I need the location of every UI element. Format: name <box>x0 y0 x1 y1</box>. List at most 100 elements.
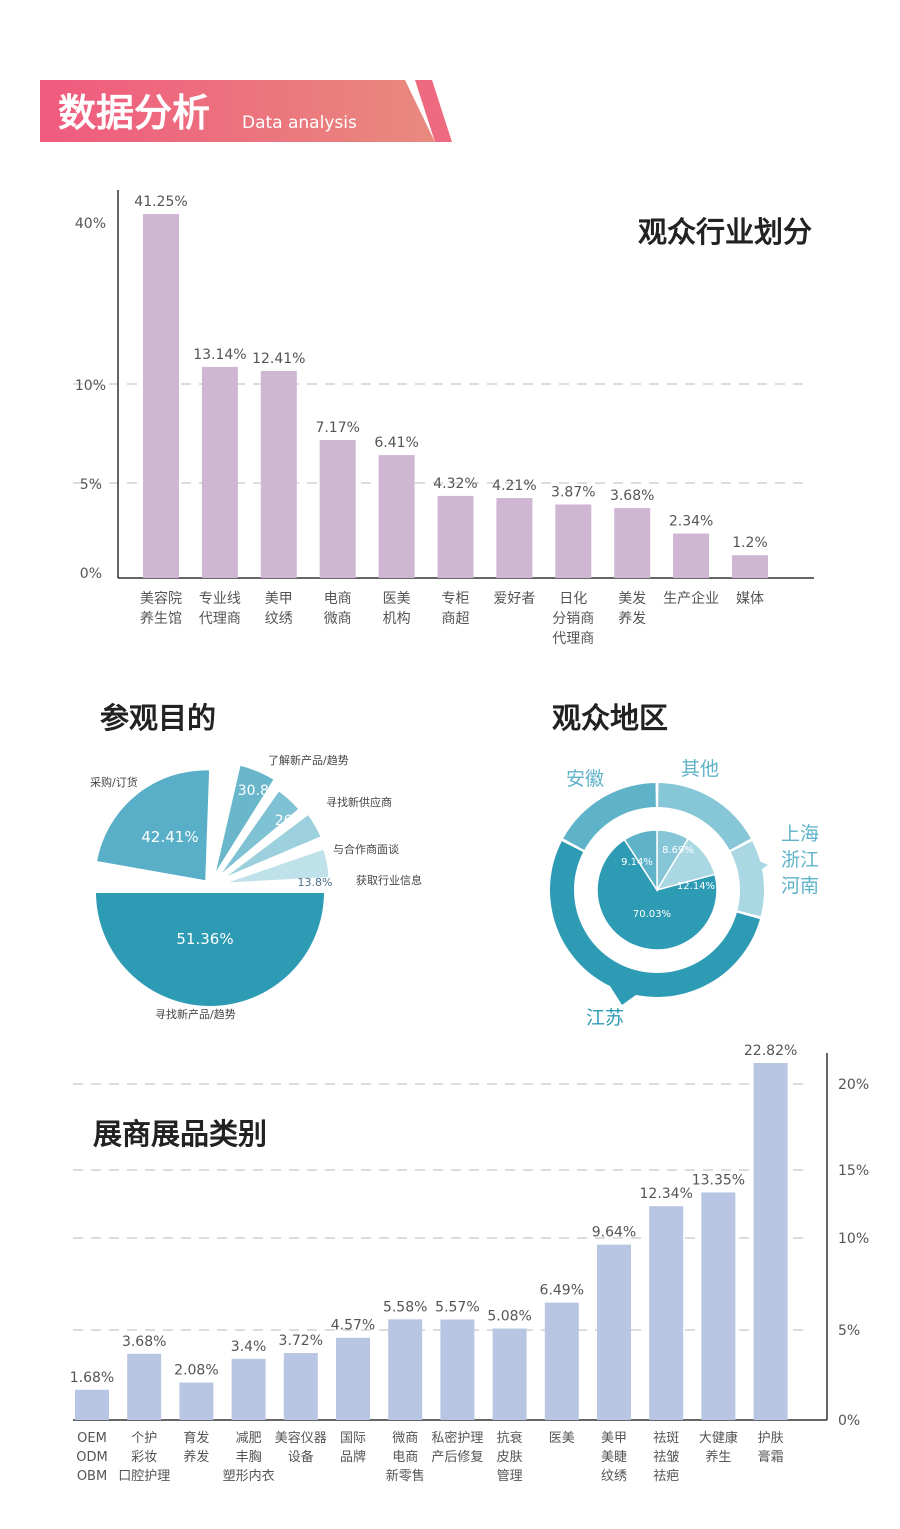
chart1-category-label: 爱好者 <box>493 591 535 607</box>
chart4-ytick: 5% <box>838 1323 860 1339</box>
region-pointer <box>610 986 640 1005</box>
region-outer-segment <box>563 783 656 851</box>
chart4-category-label: 减肥 <box>236 1431 262 1446</box>
chart4-category-label: 纹绣 <box>601 1469 627 1484</box>
chart4-category-label: 养生 <box>705 1449 731 1465</box>
chart4-category-label: OBM <box>77 1469 107 1484</box>
chart1-category-label: 医美 <box>383 591 411 607</box>
chart1-category-label: 养生馆 <box>140 611 182 627</box>
chart4-value-label: 2.08% <box>174 1363 218 1379</box>
chart1-value-label: 1.2% <box>732 535 768 551</box>
purpose-slice-value: 13.8% <box>298 876 333 889</box>
chart4-category-label: 祛斑 <box>653 1430 679 1446</box>
chart4-category-label: 皮肤 <box>497 1450 523 1465</box>
chart1-value-label: 4.32% <box>433 476 477 492</box>
region-slice-value: 12.14% <box>677 881 715 892</box>
purpose-slice <box>93 891 327 1008</box>
chart1-category-label: 电商 <box>324 591 352 607</box>
purpose-slice <box>212 763 277 878</box>
region-outer-segment <box>549 841 760 998</box>
purpose-slice <box>215 788 301 880</box>
chart4-category-label: 品牌 <box>340 1449 366 1465</box>
chart1-category-label: 机构 <box>383 611 411 627</box>
chart1-title: 观众行业划分 <box>638 215 812 249</box>
chart4-category-label: 口腔护理 <box>118 1469 170 1484</box>
chart1-category-label: 日化 <box>559 591 587 607</box>
chart1-value-label: 41.25% <box>134 194 187 210</box>
chart4-category-label: 美甲 <box>601 1431 627 1446</box>
chart1-ytick-0: 0% <box>80 566 102 582</box>
chart4-category-label: 医美 <box>549 1431 575 1446</box>
region-label-henan: 河南 <box>781 875 819 897</box>
chart4-bar <box>597 1244 631 1420</box>
purpose-slice-value: 51.36% <box>176 930 233 948</box>
chart1-category-label: 美发 <box>618 591 646 607</box>
chart4-title: 展商展品类别 <box>93 1117 267 1151</box>
chart1-category-label: 专柜 <box>442 591 470 607</box>
chart4-category-label: 塑形内衣 <box>223 1468 275 1484</box>
chart4-value-label: 13.35% <box>692 1172 745 1188</box>
chart1-value-label: 2.34% <box>669 514 713 530</box>
chart1-bar <box>201 366 238 578</box>
chart4-value-label: 22.82% <box>744 1043 797 1059</box>
chart1-ytick-5: 5% <box>80 477 102 493</box>
chart1-category-label: 纹绣 <box>265 611 293 627</box>
chart4-bar <box>544 1302 579 1420</box>
chart4-bar <box>440 1319 475 1420</box>
chart4-category-label: 膏霜 <box>758 1449 784 1465</box>
chart4-category-label: 美睫 <box>601 1450 627 1465</box>
chart4-bar <box>649 1206 684 1420</box>
purpose-slice <box>219 812 323 881</box>
purpose-slice-label: 采购/订货 <box>90 775 138 789</box>
chart1-bar <box>260 370 297 578</box>
chart4-value-label: 3.68% <box>122 1334 166 1350</box>
chart3-title: 观众地区 <box>552 701 668 735</box>
region-slice-value: 8.69% <box>662 845 694 856</box>
chart4-category-label: 丰胸 <box>236 1450 262 1465</box>
chart4-category-label: 养发 <box>183 1449 209 1465</box>
region-slice-value: 70.03% <box>633 909 671 920</box>
header-stripe <box>415 80 452 142</box>
chart1-category-label: 微商 <box>324 611 352 627</box>
chart4-category-label: 抗衰 <box>497 1430 523 1446</box>
chart4-category-label: 国际 <box>340 1431 366 1446</box>
chart1-category-label: 媒体 <box>736 591 764 607</box>
purpose-slice-label: 获取行业信息 <box>356 873 422 887</box>
chart4-bar <box>179 1382 214 1420</box>
chart1-value-label: 13.14% <box>193 347 246 363</box>
chart1-value-label: 3.68% <box>610 488 654 504</box>
chart4-bar <box>701 1192 736 1420</box>
chart1-bar <box>732 555 768 578</box>
region-label-zhejiang: 浙江 <box>781 849 819 871</box>
chart4-value-label: 6.49% <box>540 1283 584 1299</box>
chart4-value-label: 5.58% <box>383 1299 427 1315</box>
chart4-ytick: 0% <box>838 1413 860 1429</box>
chart4-bar <box>753 1063 788 1420</box>
chart4-category-label: 个护 <box>131 1431 157 1446</box>
chart1-category-label: 分销商 <box>552 611 594 627</box>
chart4-category-label: 产后修复 <box>431 1450 483 1465</box>
chart4-category-label: 护肤 <box>758 1431 784 1446</box>
chart4-value-label: 12.34% <box>640 1186 693 1202</box>
chart1-value-label: 12.41% <box>252 351 305 367</box>
chart4-category-label: 微商 <box>392 1431 418 1446</box>
region-label-jiangsu: 江苏 <box>586 1007 624 1029</box>
chart1-bar <box>614 508 651 578</box>
exhibitor-category-chart: 展商展品类别 0% 5% 10% 15% 20% 1.68% OEM ODM OBM 3.68%… <box>70 1043 869 1484</box>
chart1-category-label: 代理商 <box>552 631 594 647</box>
chart1-value-label: 7.17% <box>315 420 359 436</box>
chart4-category-label: 管理 <box>497 1469 523 1484</box>
chart4-bar <box>127 1353 162 1420</box>
chart1-bar <box>496 498 533 578</box>
chart4-bar <box>75 1389 109 1420</box>
chart4-bar <box>388 1319 423 1420</box>
region-outer-segment <box>658 783 751 851</box>
chart1-ytick-40: 40% <box>75 216 106 232</box>
audience-region-chart: 观众地区 70.03%12.14%8.69%9.14% 安徽 其他 上海 浙江 … <box>549 701 819 1029</box>
chart4-ytick: 10% <box>838 1231 869 1247</box>
purpose-slice-label: 与合作商面谈 <box>333 842 399 856</box>
chart1-value-label: 4.21% <box>492 478 536 494</box>
region-inner-slice <box>596 838 718 951</box>
